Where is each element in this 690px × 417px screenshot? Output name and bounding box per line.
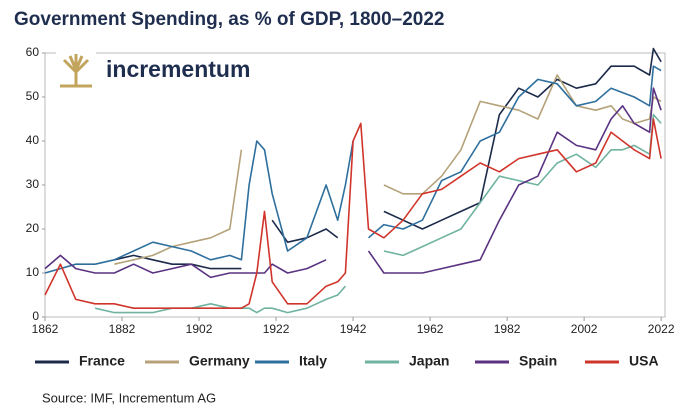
y-tick-label: 40 xyxy=(26,133,40,147)
series-line xyxy=(114,254,242,270)
series-line xyxy=(367,65,662,239)
series-line xyxy=(44,254,327,279)
chart-title: Government Spending, as % of GDP, 1800–2… xyxy=(14,9,444,30)
y-tick-label: 20 xyxy=(26,221,40,235)
y-tick-label: 30 xyxy=(26,177,40,191)
legend-label: USA xyxy=(629,353,659,369)
legend-label: Japan xyxy=(409,353,449,369)
x-tick-label: 1962 xyxy=(417,322,444,336)
x-tick-label: 1982 xyxy=(494,322,521,336)
source-note: Source: IMF, Incrementum AG xyxy=(42,390,216,405)
x-tick-label: 1942 xyxy=(340,322,367,336)
legend-label: Spain xyxy=(519,353,557,369)
x-tick-label: 1922 xyxy=(263,322,290,336)
y-tick-label: 0 xyxy=(32,309,39,323)
x-tick-label: 1882 xyxy=(109,322,136,336)
legend-label: Italy xyxy=(299,353,327,369)
y-tick-label: 60 xyxy=(26,45,40,59)
series-line xyxy=(44,118,662,309)
series-line xyxy=(383,47,662,230)
legend-label: Germany xyxy=(189,353,250,369)
series-line xyxy=(114,149,243,265)
brand-name: incrementum xyxy=(106,56,250,82)
y-tick-label: 10 xyxy=(26,265,40,279)
series-line xyxy=(94,285,347,314)
series-line xyxy=(367,87,662,274)
y-tick-label: 50 xyxy=(26,89,40,103)
brand-logo xyxy=(56,52,96,88)
legend-label: France xyxy=(79,353,125,369)
x-tick-label: 1862 xyxy=(32,322,59,336)
series-line xyxy=(383,113,662,257)
x-tick-label: 2002 xyxy=(571,322,598,336)
series-line xyxy=(44,140,354,274)
plot-frame xyxy=(44,52,666,318)
x-tick-label: 1902 xyxy=(186,322,213,336)
x-tick-label: 2022 xyxy=(648,322,675,336)
series-line xyxy=(383,74,662,195)
